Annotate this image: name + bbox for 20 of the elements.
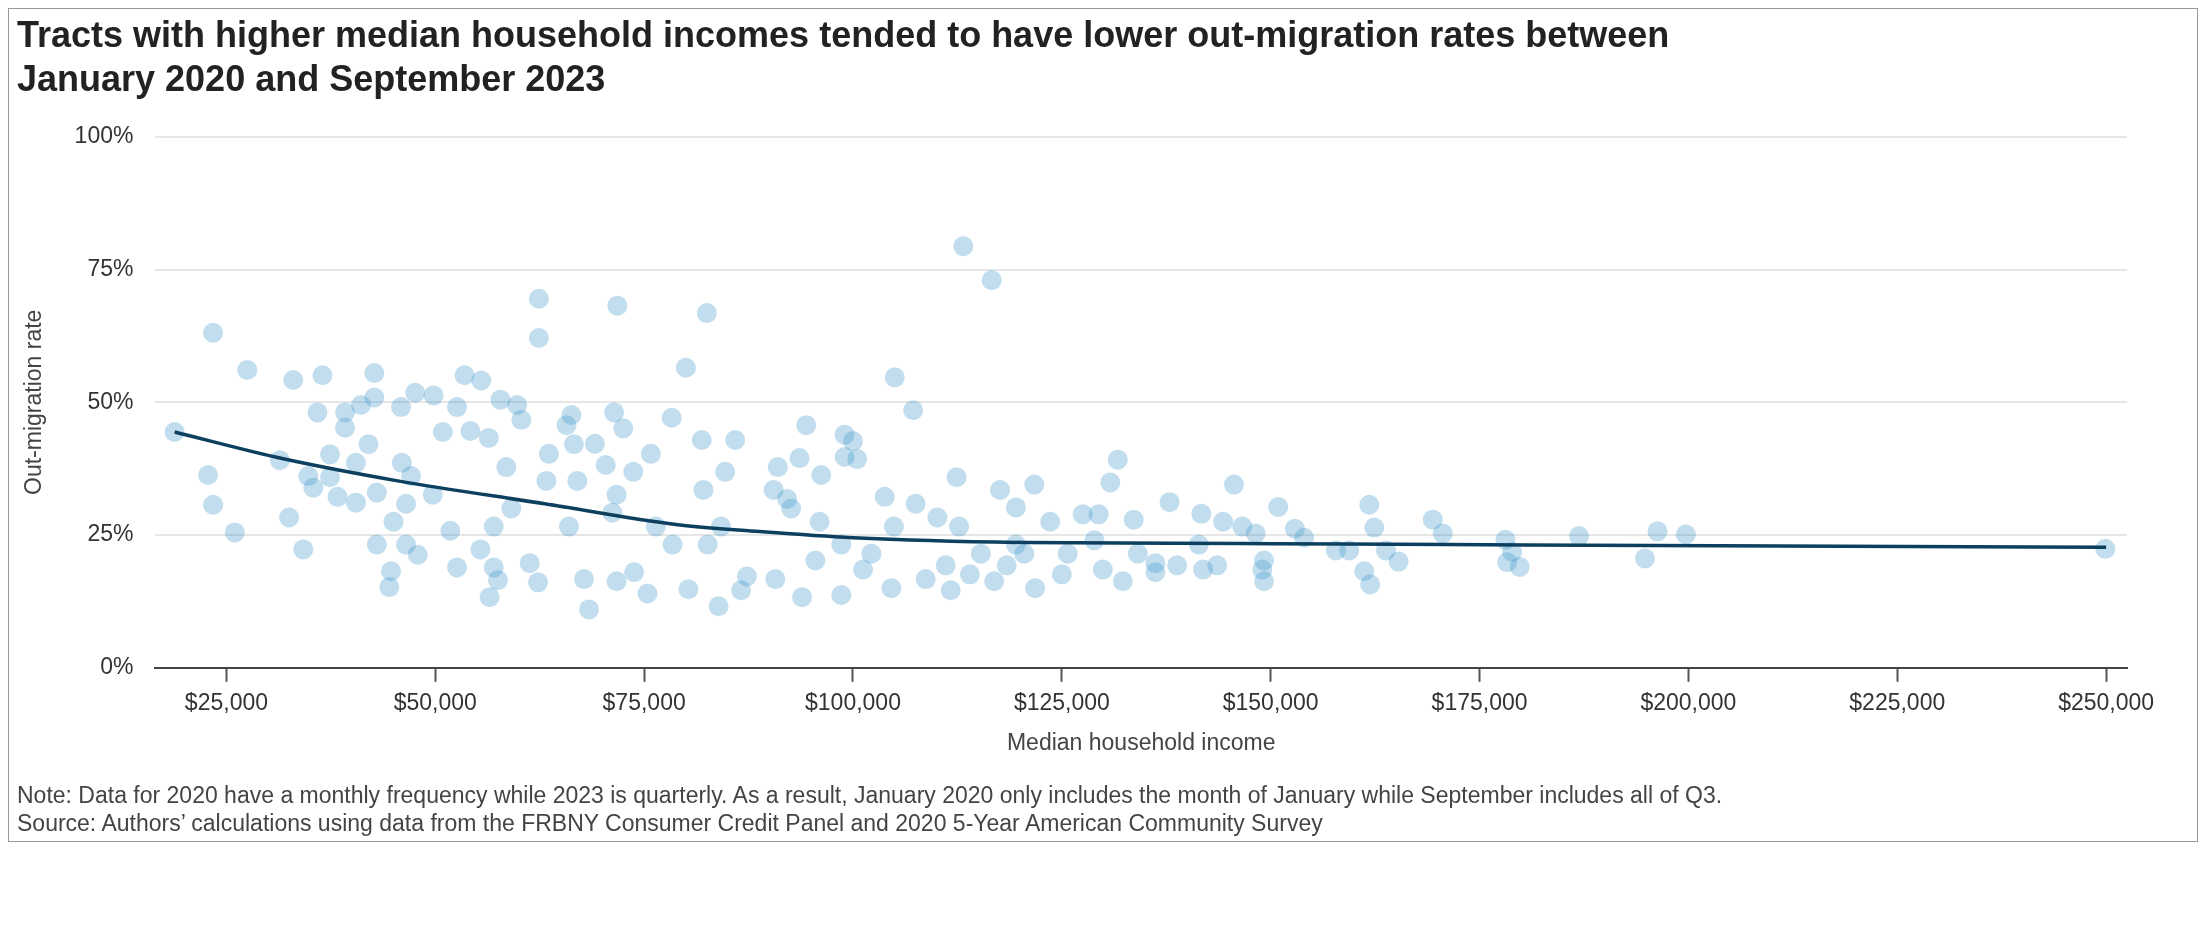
x-tick-label: $125,000 — [1013, 688, 1110, 715]
x-tick-label: $175,000 — [1431, 688, 1528, 715]
y-tick-label: 100% — [74, 122, 134, 149]
y-tick-label: 75% — [87, 254, 134, 281]
x-tick-label: $100,000 — [805, 688, 901, 715]
chart-title: Tracts with higher median household incomes tended to have lower out-migration rates between January 2020 and September 2023 — [17, 13, 1671, 101]
x-tick-label: $250,000 — [2058, 688, 2155, 715]
y-tick-label: 50% — [87, 387, 134, 414]
x-tick-label: $25,000 — [184, 688, 269, 715]
y-axis-title: Out-migration rate — [20, 309, 47, 495]
x-axis-title: Median household income — [1006, 728, 1276, 755]
y-tick-label: 25% — [87, 520, 134, 547]
y-tick-label: 0% — [100, 653, 134, 680]
x-tick-label: $150,000 — [1222, 688, 1319, 715]
text: Note: Data for 2020 have a monthly frequency while 2023 is quarterly. As a result, January 2020 only includes the month of January while September includes all of Q3. — [17, 781, 1724, 809]
source-note: Source: Authors’ calculations using data from the FRBNY Consumer Credit Panel and 2020 5-Year American Community Survey — [17, 809, 1324, 837]
x-tick-label: $200,000 — [1640, 688, 1737, 715]
x-tick-label: $75,000 — [602, 688, 686, 715]
x-tick-label: $50,000 — [393, 688, 477, 715]
x-tick-label: $225,000 — [1849, 688, 1946, 715]
